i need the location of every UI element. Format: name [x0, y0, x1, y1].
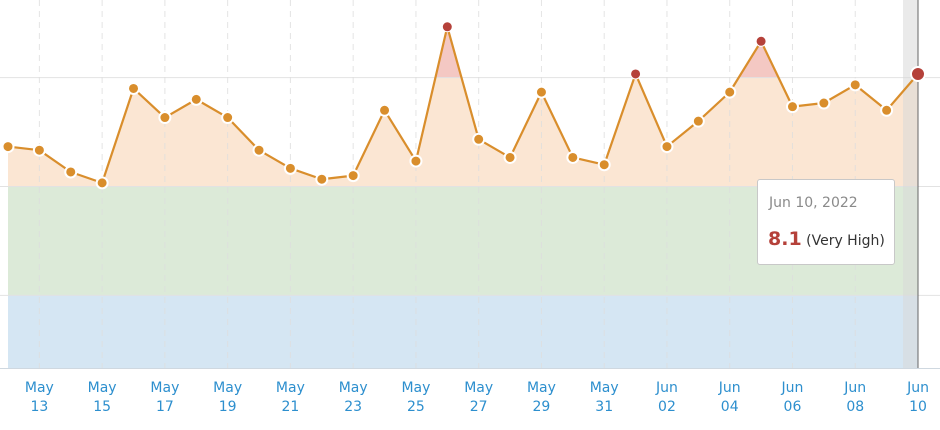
- point: [64, 165, 78, 179]
- point: [880, 103, 894, 117]
- x-tick-label: May 27: [464, 380, 494, 415]
- point: [189, 92, 203, 106]
- point: [378, 103, 392, 117]
- tooltip-date: Jun 10, 2022: [769, 195, 858, 211]
- x-tick-label: May 19: [213, 380, 243, 415]
- point: [597, 158, 611, 172]
- point: [441, 21, 453, 33]
- x-tick-label: May 29: [526, 380, 556, 415]
- point: [755, 35, 767, 47]
- point: [534, 85, 548, 99]
- point: [566, 150, 580, 164]
- x-tick-label: May 31: [589, 380, 619, 415]
- tooltip-label: (Very High): [806, 233, 885, 249]
- band: [8, 295, 918, 368]
- tooltip: Jun 10, 2022 8.1 (Very High): [757, 179, 895, 265]
- point: [252, 143, 266, 157]
- x-tick-label: May 17: [150, 380, 180, 415]
- point: [409, 154, 423, 168]
- tooltip-row: 8.1 (Very High): [768, 228, 885, 250]
- x-tick-label: Jun 02: [656, 380, 678, 415]
- x-tick-label: May 13: [24, 380, 54, 415]
- point: [630, 68, 642, 80]
- point: [785, 100, 799, 114]
- point: [910, 65, 926, 82]
- band: [8, 77, 918, 187]
- point: [1, 140, 15, 154]
- point: [817, 96, 831, 110]
- x-tick-label: Jun 06: [781, 380, 804, 415]
- point: [32, 143, 46, 157]
- point: [95, 176, 109, 190]
- series-line: [7, 25, 919, 184]
- x-tick-label: Jun 10: [907, 380, 929, 415]
- x-tick-label: May 21: [275, 380, 305, 415]
- x-tick-label: Jun 04: [718, 380, 741, 415]
- point: [503, 150, 517, 164]
- point: [221, 111, 235, 125]
- x-tick-label: May 23: [338, 380, 368, 415]
- point: [848, 78, 862, 92]
- point: [691, 114, 705, 128]
- tooltip-value: 8.1: [768, 228, 802, 250]
- point: [346, 169, 360, 183]
- point: [660, 140, 674, 154]
- point: [723, 85, 737, 99]
- point: [127, 81, 141, 95]
- point: [315, 172, 329, 186]
- point: [472, 132, 486, 146]
- hover-column: [903, 0, 918, 368]
- point: [158, 111, 172, 125]
- x-tick-label: May 25: [401, 380, 431, 415]
- point: [283, 161, 297, 175]
- x-tick-label: May 15: [87, 380, 117, 415]
- x-tick-label: Jun 08: [844, 380, 867, 415]
